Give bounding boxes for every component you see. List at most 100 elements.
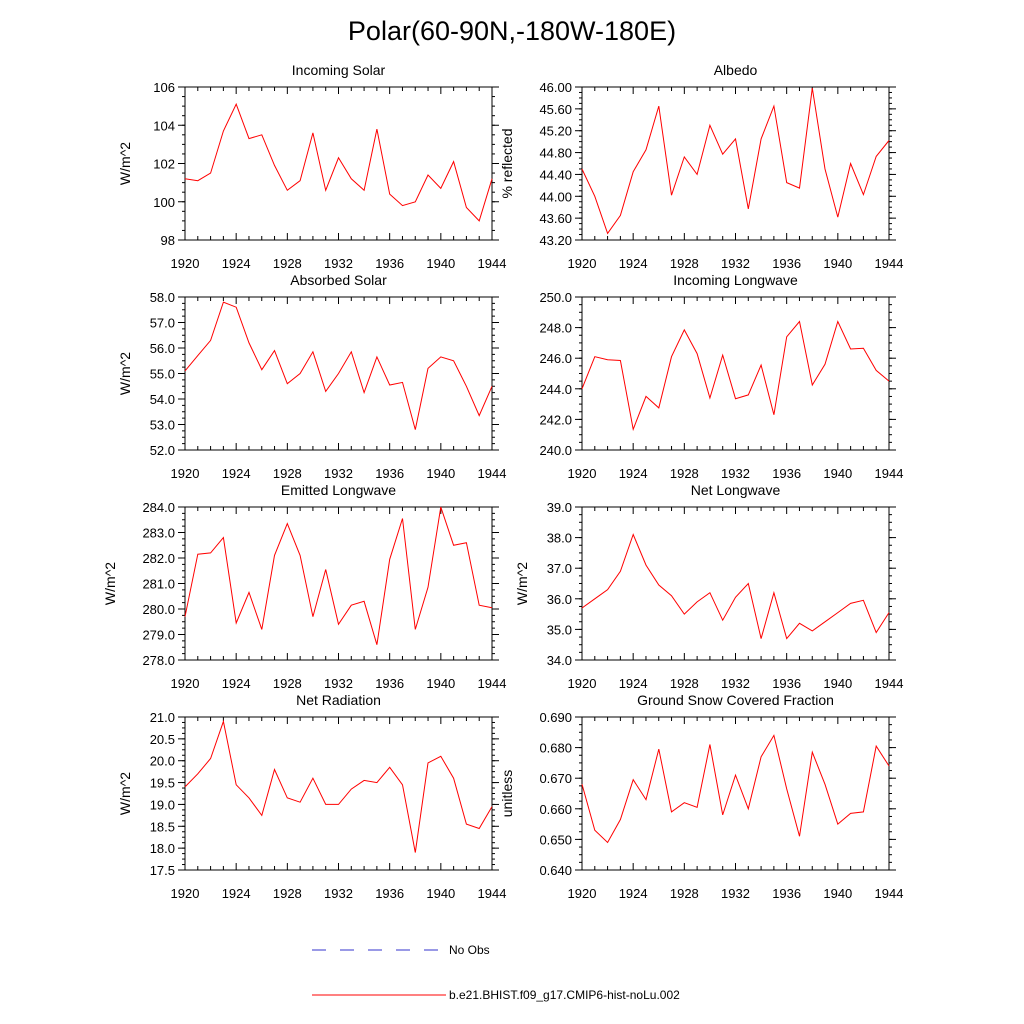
x-tick-label: 1940	[426, 676, 455, 691]
chart-panel-2: 1920 1924 1928 1932 1936 1940 1944 43.20 43.60 44…	[499, 62, 903, 271]
y-tick-label: 20.5	[150, 732, 175, 747]
x-tick-label: 1920	[171, 886, 200, 901]
y-tick-label: 45.20	[539, 124, 572, 139]
series-line	[184, 102, 493, 222]
y-tick-label: 240.0	[539, 443, 572, 458]
series-line	[581, 533, 890, 640]
y-tick-label: 0.670	[539, 771, 572, 786]
x-tick-label: 1920	[568, 256, 597, 271]
y-tick-label: 52.0	[150, 443, 175, 458]
panel-title: Net Longwave	[691, 482, 781, 498]
y-tick-label: 20.0	[150, 754, 175, 769]
x-tick-label: 1924	[222, 886, 251, 901]
chart-panel-3: 1920 1924 1928 1932 1936 1940 1944 52.0 53.0 54.0…	[117, 272, 506, 481]
series-line	[581, 320, 890, 432]
plot-frame	[581, 506, 890, 661]
y-tick-label: 43.20	[539, 233, 572, 248]
y-tick-label: 57.0	[150, 316, 175, 331]
y-tick-label: 0.660	[539, 802, 572, 817]
y-tick-label: 281.0	[142, 577, 175, 592]
x-tick-label: 1932	[324, 256, 353, 271]
x-tick-label: 1932	[721, 466, 750, 481]
x-tick-label: 1920	[568, 466, 597, 481]
x-tick-label: 1936	[772, 676, 801, 691]
y-tick-label: 19.0	[150, 797, 175, 812]
x-tick-label: 1944	[478, 466, 507, 481]
x-tick-label: 1936	[772, 886, 801, 901]
x-tick-label: 1940	[823, 676, 852, 691]
y-tick-label: 246.0	[539, 351, 572, 366]
x-tick-label: 1924	[619, 466, 648, 481]
chart-panel-8: 1920 1924 1928 1932 1936 1940 1944 0.640 0.650 0.…	[499, 692, 903, 901]
y-tick-label: 35.0	[547, 622, 572, 637]
x-tick-label: 1920	[568, 886, 597, 901]
y-axis-label: W/m^2	[102, 562, 118, 605]
chart-panel-1: 1920 1924 1928 1932 1936 1940 1944 98 100 102 104 1…	[117, 62, 506, 271]
panel-title: Net Radiation	[296, 692, 381, 708]
x-tick-label: 1928	[670, 466, 699, 481]
y-tick-label: 34.0	[547, 653, 572, 668]
legend-label-no-obs: No Obs	[449, 943, 490, 957]
x-tick-label: 1924	[619, 676, 648, 691]
y-tick-label: 0.650	[539, 832, 572, 847]
y-tick-label: 18.5	[150, 819, 175, 834]
x-tick-label: 1944	[875, 676, 904, 691]
x-tick-label: 1940	[823, 466, 852, 481]
x-tick-label: 1932	[721, 676, 750, 691]
y-tick-label: 44.00	[539, 189, 572, 204]
y-tick-label: 279.0	[142, 628, 175, 643]
y-tick-label: 39.0	[547, 500, 572, 515]
y-tick-label: 37.0	[547, 561, 572, 576]
plot-frame	[184, 716, 493, 871]
legend-label-model: b.e21.BHIST.f09_g17.CMIP6-hist-noLu.002	[449, 988, 680, 1002]
plot-frame	[581, 86, 890, 241]
y-tick-label: 53.0	[150, 418, 175, 433]
x-tick-label: 1944	[875, 256, 904, 271]
y-tick-label: 106	[153, 80, 175, 95]
x-tick-label: 1920	[568, 676, 597, 691]
y-axis-label: W/m^2	[117, 142, 133, 185]
series-line	[581, 88, 890, 235]
series-line	[184, 506, 493, 645]
y-tick-label: 0.680	[539, 741, 572, 756]
y-tick-label: 38.0	[547, 531, 572, 546]
y-tick-label: 44.40	[539, 167, 572, 182]
x-tick-label: 1928	[273, 466, 302, 481]
y-tick-label: 278.0	[142, 653, 175, 668]
series-line	[184, 301, 493, 430]
series-line	[184, 719, 493, 853]
x-tick-label: 1924	[619, 886, 648, 901]
x-tick-label: 1944	[478, 256, 507, 271]
x-tick-label: 1928	[273, 676, 302, 691]
panel-title: Absorbed Solar	[290, 272, 387, 288]
x-tick-label: 1944	[875, 886, 904, 901]
y-tick-label: 280.0	[142, 602, 175, 617]
figure-title: Polar(60-90N,-180W-180E)	[348, 16, 676, 46]
y-tick-label: 55.0	[150, 367, 175, 382]
chart-panel-4: 1920 1924 1928 1932 1936 1940 1944 240.0 242.0 24…	[539, 272, 903, 481]
x-tick-label: 1932	[324, 886, 353, 901]
x-tick-label: 1932	[324, 466, 353, 481]
y-tick-label: 18.0	[150, 841, 175, 856]
y-tick-label: 43.60	[539, 211, 572, 226]
y-tick-label: 45.60	[539, 102, 572, 117]
chart-panel-7: 1920 1924 1928 1932 1936 1940 1944 17.5 18.0 18.5…	[117, 692, 506, 901]
x-tick-label: 1940	[426, 466, 455, 481]
x-tick-label: 1924	[222, 256, 251, 271]
x-tick-label: 1928	[670, 676, 699, 691]
y-tick-label: 104	[153, 118, 175, 133]
y-tick-label: 46.00	[539, 80, 572, 95]
y-tick-label: 21.0	[150, 710, 175, 725]
y-tick-label: 0.690	[539, 710, 572, 725]
x-tick-label: 1924	[222, 676, 251, 691]
x-tick-label: 1924	[222, 466, 251, 481]
x-tick-label: 1932	[324, 676, 353, 691]
legend: No Obs b.e21.BHIST.f09_g17.CMIP6-hist-no…	[312, 943, 680, 1002]
y-axis-label: unitless	[499, 770, 515, 817]
x-tick-label: 1928	[273, 256, 302, 271]
y-tick-label: 54.0	[150, 392, 175, 407]
y-tick-label: 284.0	[142, 500, 175, 515]
panel-title: Albedo	[714, 62, 758, 78]
x-tick-label: 1936	[375, 466, 404, 481]
x-tick-label: 1932	[721, 256, 750, 271]
